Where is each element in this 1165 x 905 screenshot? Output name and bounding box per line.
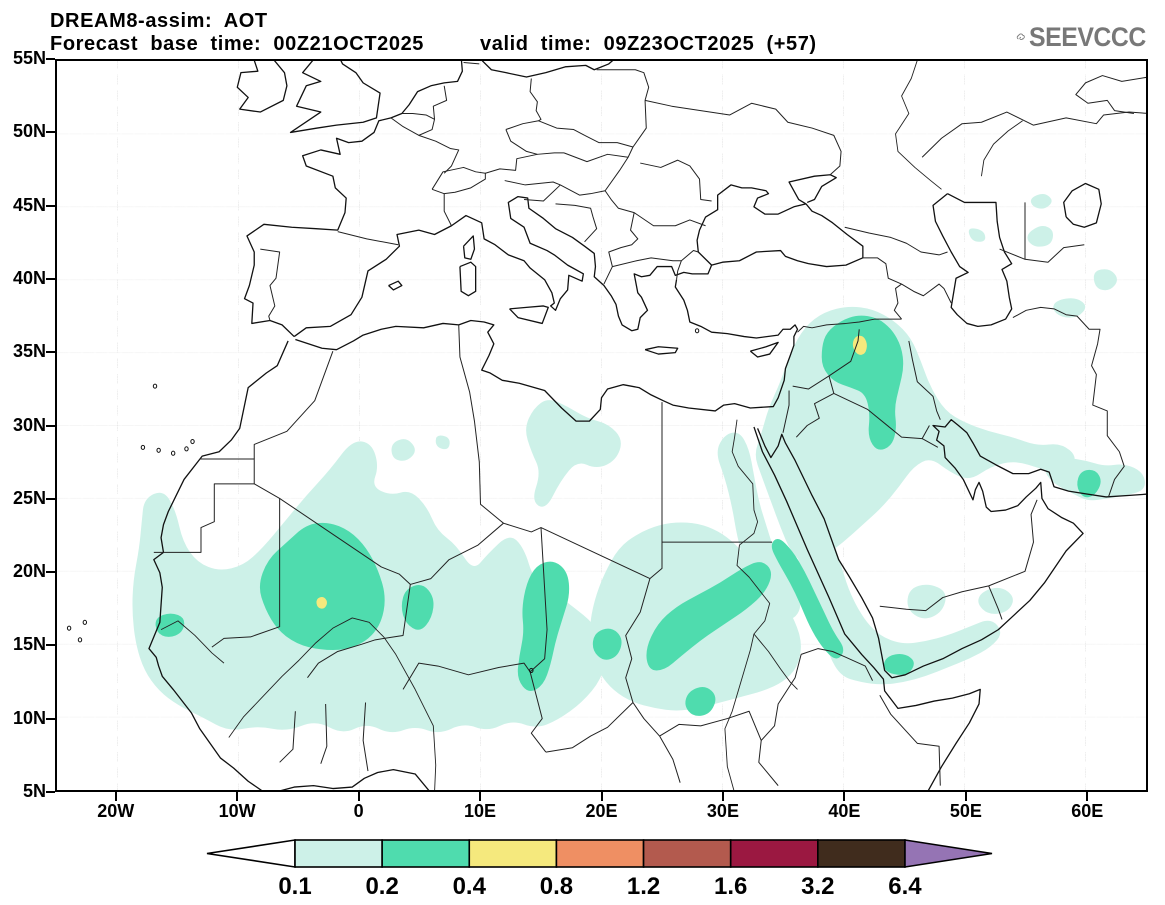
aot-region-syria-iraq-core	[821, 315, 904, 450]
lon-label-30E: 30E	[706, 801, 739, 821]
colorbar-under-arrow	[206, 839, 296, 868]
lat-label-10N: 10N	[12, 707, 46, 728]
lat-tick	[46, 204, 55, 207]
colorbar-segment-0.1	[294, 839, 383, 868]
aot-region-red-sea-coast-core	[771, 539, 844, 659]
map-frame	[55, 59, 1148, 792]
lon-tick	[236, 792, 239, 801]
lat-tick	[46, 351, 55, 354]
lon-label-20W: 20W	[97, 801, 135, 821]
colorbar-segment-0.8	[555, 839, 645, 868]
aot-colorbar-legend: 0.1 0.2 0.4 0.8 1.2 1.6 3.2 6.4	[206, 839, 993, 900]
lat-label-30N: 30N	[12, 414, 46, 435]
colorbar-value-6.4: 6.4	[888, 873, 922, 900]
aot-region-arabia-patch-b	[978, 587, 1013, 614]
lon-tick	[357, 792, 360, 801]
lat-tick	[46, 58, 55, 60]
aot-region-syria-iraq-peak	[852, 335, 867, 355]
lat-tick	[46, 131, 55, 134]
colorbar-value-0.1: 0.1	[278, 873, 311, 900]
colorbar-segment-3.2	[817, 839, 906, 868]
lat-tick	[46, 571, 55, 574]
colorbar-over-arrow	[904, 839, 993, 868]
aot-region-aral-spot-b	[1030, 193, 1052, 209]
lat-tick	[46, 644, 55, 647]
aot-region-yemen-coast-spot	[883, 654, 914, 675]
aot-region-chad-core	[517, 561, 570, 692]
lat-label-55N: 55N	[12, 48, 46, 68]
coastlines	[149, 61, 1146, 790]
aot-region-chad-se-spot	[592, 628, 622, 660]
forecast-base-time: Forecast base time: 00Z21OCT2025	[50, 33, 425, 55]
aot-region-arabia-patch-a	[907, 584, 946, 619]
aot-region-sudan-south-spot	[685, 686, 716, 716]
colorbar-value-0.8: 0.8	[540, 873, 573, 900]
aot-region-libya-coastal	[526, 400, 621, 507]
aot-region-kazakh-spot	[968, 228, 986, 242]
colorbar-value-1.6: 1.6	[714, 873, 747, 900]
rivers	[161, 61, 1023, 790]
lon-tick	[600, 792, 603, 801]
colorbar-segment-1.6	[729, 839, 819, 868]
lon-tick	[843, 792, 846, 801]
lon-label-40E: 40E	[828, 801, 861, 821]
colorbar-value-1.2: 1.2	[627, 873, 660, 900]
colorbar-segment-0.4	[468, 839, 558, 868]
aot-region-aral-spot-a	[1027, 226, 1054, 247]
lat-tick	[46, 717, 55, 720]
colorbar-value-0.4: 0.4	[453, 873, 487, 900]
lon-label-10E: 10E	[464, 801, 497, 821]
lat-tick	[46, 497, 55, 500]
lat-label-45N: 45N	[12, 194, 46, 215]
aot-region-sudan-core	[646, 562, 772, 671]
lat-tick	[46, 791, 55, 793]
colorbar-segment-0.2	[381, 839, 471, 868]
lon-label-50E: 50E	[949, 801, 982, 821]
lat-tick	[46, 277, 55, 280]
cloud-icon	[1016, 33, 1025, 40]
lat-label-20N: 20N	[12, 561, 46, 582]
lon-label-20E: 20E	[585, 801, 618, 821]
lat-label-40N: 40N	[12, 267, 46, 288]
lon-tick	[964, 792, 967, 801]
seevccc-logo: SEEVCCC	[1016, 16, 1156, 58]
aot-region-niger-spot	[401, 585, 434, 630]
aot-region-mali-peak	[316, 597, 328, 609]
lat-label-5N: 5N	[22, 781, 46, 801]
logo-text: SEEVCCC	[1028, 21, 1146, 52]
aot-region-turkmen-spot-a	[1093, 269, 1117, 291]
aot-region-egypt-nile-arm	[717, 432, 801, 619]
lon-tick	[1086, 792, 1089, 801]
colorbar-value-3.2: 3.2	[801, 873, 834, 900]
country-borders	[154, 62, 1146, 785]
lat-label-35N: 35N	[12, 341, 46, 362]
lon-tick	[721, 792, 724, 801]
aot-region-iran-coast-spot	[1077, 469, 1101, 498]
geo-map	[57, 61, 1146, 790]
colorbar-value-0.2: 0.2	[365, 873, 398, 900]
lat-label-50N: 50N	[12, 121, 46, 142]
lon-label-60E: 60E	[1071, 801, 1104, 821]
page-title: DREAM8-assim: AOT	[50, 10, 268, 32]
lat-label-25N: 25N	[12, 487, 46, 508]
lat-tick	[46, 424, 55, 427]
small-islands	[67, 329, 698, 673]
lon-tick	[479, 792, 482, 801]
lon-tick	[114, 792, 117, 801]
colorbar-segment-1.2	[642, 839, 732, 868]
aot-region-red-sea-arm	[759, 435, 1001, 685]
aot-region-algeria-spot-a	[391, 439, 415, 461]
lat-label-15N: 15N	[12, 634, 46, 655]
aot-region-algeria-spot-b	[435, 435, 450, 450]
lon-label-10W: 10W	[218, 801, 256, 821]
lon-label-0: 0	[353, 801, 364, 821]
valid-time: valid time: 09Z23OCT2025 (+57)	[480, 33, 817, 55]
